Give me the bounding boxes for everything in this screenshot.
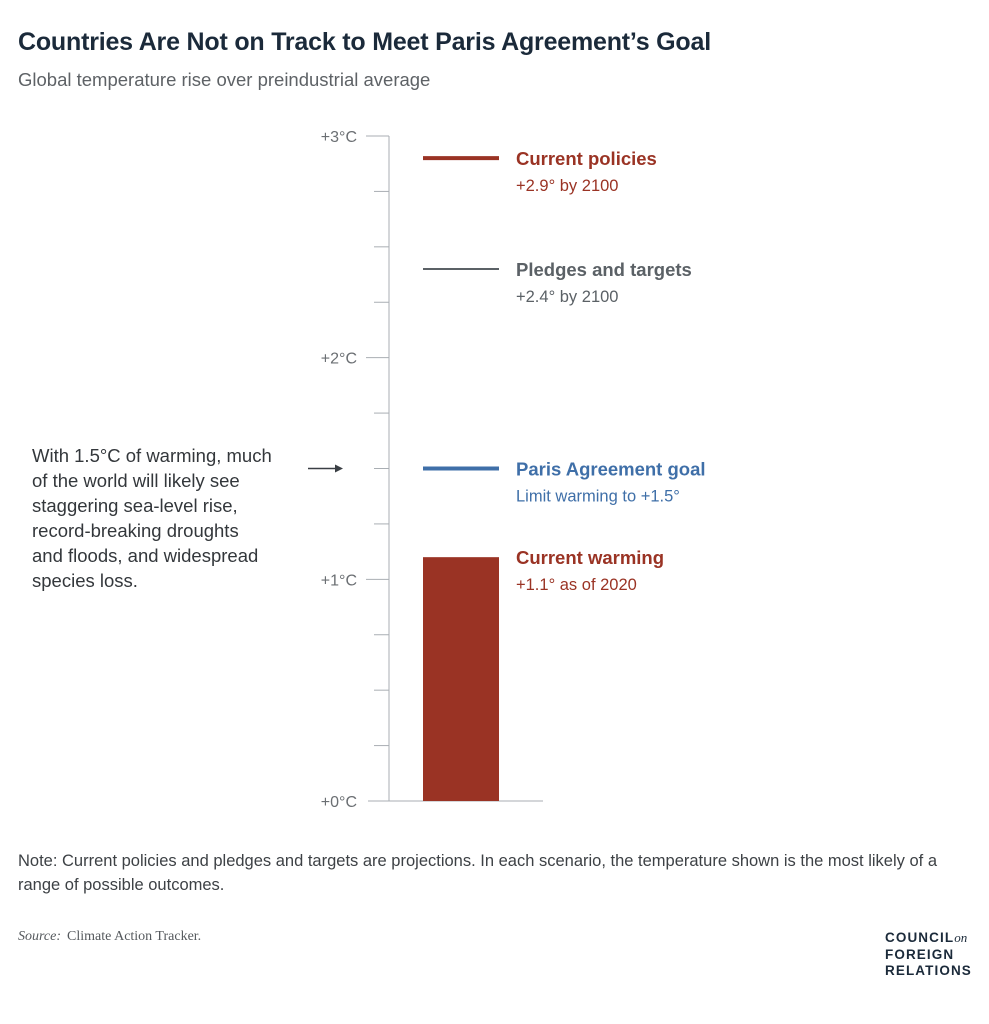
annotation-text-line: With 1.5°C of warming, much — [32, 445, 272, 466]
bar-detail-label: +1.1° as of 2020 — [516, 576, 637, 594]
annotation-arrow-head — [335, 464, 343, 473]
chart-title: Countries Are Not on Track to Meet Paris… — [18, 28, 711, 56]
reference-line-detail: +2.9° by 2100 — [516, 177, 618, 195]
annotation-text-line: of the world will likely see — [32, 470, 240, 491]
reference-line-detail: Limit warming to +1.5° — [516, 488, 680, 506]
annotation-text-line: staggering sea-level rise, — [32, 495, 238, 516]
reference-line-detail: +2.4° by 2100 — [516, 288, 618, 306]
logo-foreign: FOREIGN — [885, 946, 955, 962]
bar-label: Current warming — [516, 547, 664, 568]
y-tick-label: +0°C — [321, 794, 357, 811]
annotation-text-line: species loss. — [32, 570, 138, 591]
chart-subtitle: Global temperature rise over preindustri… — [18, 69, 431, 90]
source-label: Source: — [18, 929, 62, 944]
chart-area: +0°C +1°C +2°C +3°C Current warming +1.1° as … — [32, 129, 706, 811]
y-tick-label: +2°C — [321, 351, 357, 368]
y-tick-label: +3°C — [321, 129, 357, 146]
reference-line-label: Current policies — [516, 148, 657, 169]
annotation-text-line: record-breaking droughts — [32, 520, 239, 541]
y-tick-label: +1°C — [321, 572, 357, 589]
footnote: Note: Current policies and pledges and t… — [18, 852, 937, 894]
logo-relations: RELATIONS — [885, 963, 972, 978]
reference-line-label: Pledges and targets — [516, 259, 692, 280]
cfr-logo: COUNCILon FOREIGN RELATIONS — [885, 930, 972, 980]
annotation-text-line: and floods, and widespread — [32, 545, 258, 566]
reference-line-label: Paris Agreement goal — [516, 459, 706, 480]
logo-council: COUNCIL — [885, 930, 955, 945]
source-line: Source: Climate Action Tracker. — [18, 929, 201, 945]
source-text: Climate Action Tracker. — [67, 929, 202, 944]
bar-current-warming — [423, 557, 499, 801]
logo-on: on — [954, 930, 968, 945]
